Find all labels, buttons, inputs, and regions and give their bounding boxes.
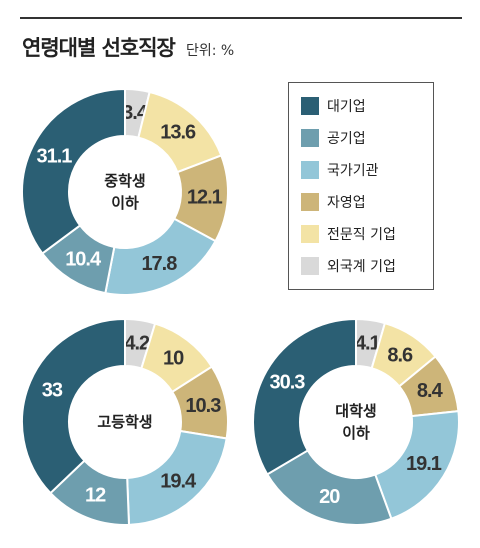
legend-item: 전문직 기업 <box>301 223 396 245</box>
donut-slice <box>252 317 357 476</box>
data-label: 8.4 <box>417 380 444 402</box>
legend-label: 자영업 <box>327 195 366 211</box>
donut-chart: 4.2 10 10.3 19.4 12 33 고등학생 <box>21 317 229 526</box>
donut-slice <box>373 410 460 521</box>
legend-swatch <box>301 193 319 211</box>
center-label: 고등학생 <box>97 413 152 431</box>
legend-label: 외국계 기업 <box>327 259 396 275</box>
chart-title: 연령대별 선호직장 <box>22 36 176 60</box>
legend-swatch <box>301 257 319 275</box>
top-rule <box>20 17 462 19</box>
donut-slice <box>21 317 126 495</box>
legend-item: 자영업 <box>301 191 366 213</box>
data-label: 31.1 <box>36 145 72 167</box>
legend-label: 공기업 <box>327 131 366 147</box>
legend-item: 외국계 기업 <box>301 255 396 277</box>
center-label: 대학생 <box>335 402 376 420</box>
data-label: 8.6 <box>387 345 413 367</box>
legend-label: 국가기관 <box>327 163 379 179</box>
legend-item: 국가기관 <box>301 159 379 181</box>
data-label: 33 <box>42 380 63 402</box>
legend-item: 공기업 <box>301 127 366 149</box>
donut-slice <box>21 87 126 255</box>
legend-label: 전문직 기업 <box>327 227 396 243</box>
data-label: 19.1 <box>406 453 442 475</box>
center-label: 이하 <box>111 194 139 212</box>
center-label: 이하 <box>342 424 370 442</box>
data-label: 4.2 <box>124 332 150 354</box>
legend-swatch <box>301 161 319 179</box>
data-label: 13.6 <box>160 121 196 143</box>
legend-label: 대기업 <box>327 99 366 115</box>
data-label: 19.4 <box>160 471 197 493</box>
data-label: 12 <box>85 485 106 507</box>
legend-item: 대기업 <box>301 95 366 117</box>
title-row: 연령대별 선호직장 단위: % <box>22 32 234 62</box>
data-label: 30.3 <box>269 372 305 394</box>
unit-label: 단위: % <box>185 43 235 59</box>
data-label: 10 <box>163 348 184 370</box>
legend-swatch <box>301 225 319 243</box>
data-label: 10.3 <box>185 395 221 417</box>
center-label: 중학생 <box>104 172 145 190</box>
data-label: 20 <box>319 486 340 508</box>
data-label: 12.1 <box>187 186 223 208</box>
data-label: 4.1 <box>355 332 381 354</box>
legend-swatch <box>301 97 319 115</box>
legend-swatch <box>301 129 319 147</box>
data-label: 17.8 <box>141 253 177 275</box>
data-label: 10.4 <box>65 248 102 270</box>
